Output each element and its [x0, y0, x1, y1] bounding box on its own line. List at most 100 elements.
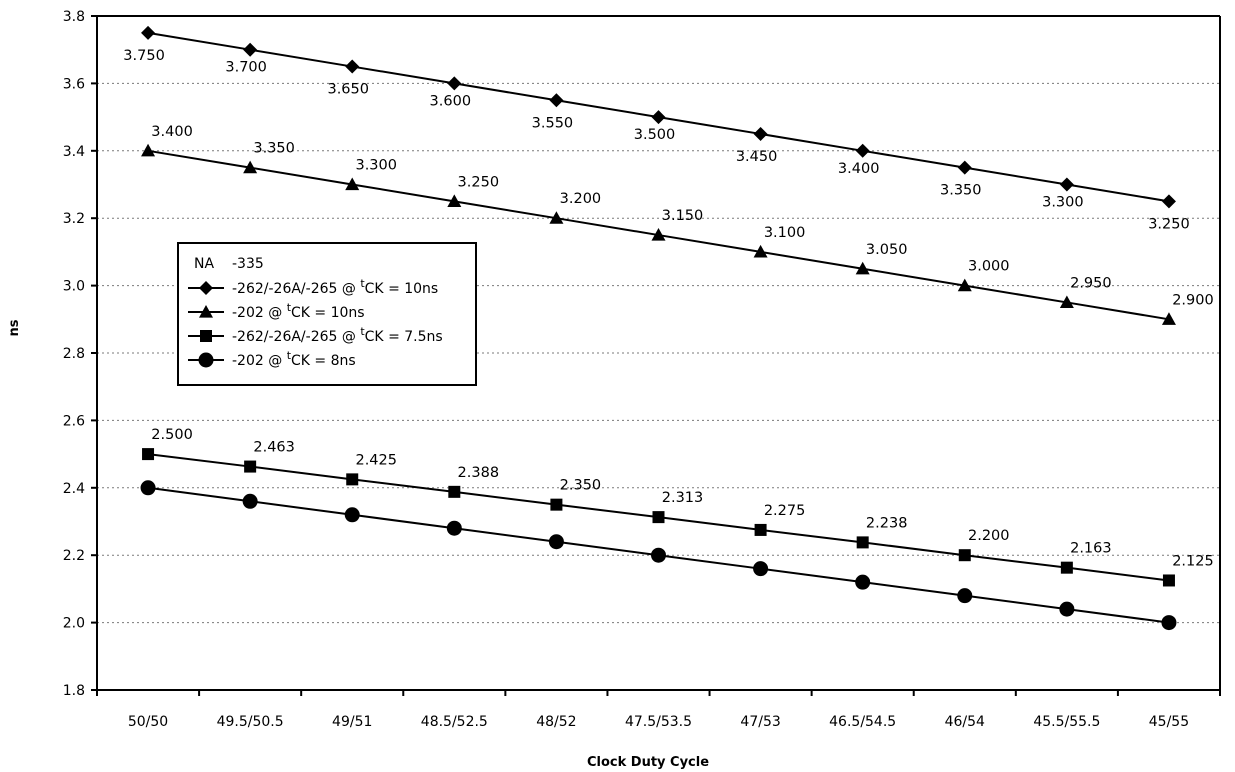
legend-label-prefix: -202 @: [232, 305, 287, 321]
data-label: 3.050: [866, 242, 908, 258]
legend-label-prefix: -202 @: [232, 353, 287, 369]
series-1-point: [141, 25, 156, 40]
series-3-point: [346, 473, 359, 486]
series-2-point: [1059, 295, 1074, 309]
data-label: 2.500: [151, 427, 193, 443]
series-1-point: [549, 93, 564, 108]
series-1-point: [855, 143, 870, 158]
legend-box: [177, 242, 477, 386]
series-3-point: [856, 536, 869, 549]
x-tick-labels: 50/50 49.5/50.5 49/51 48.5/52.5 48/52 47.5/53…: [128, 714, 1189, 730]
axes: [91, 15, 1221, 696]
legend-label-sup: t: [360, 277, 365, 290]
data-label: 3.300: [1042, 195, 1084, 211]
data-label: 2.125: [1172, 553, 1214, 569]
series-2-point: [855, 261, 870, 275]
data-label: 3.400: [151, 124, 193, 140]
data-label: 2.238: [866, 515, 908, 531]
series-3-point: [448, 485, 461, 498]
y-tick-label: 2.2: [63, 548, 85, 564]
data-label: 3.500: [634, 127, 676, 143]
series-1-point: [1161, 194, 1176, 209]
data-label: 3.750: [123, 48, 165, 64]
series-3-point: [1162, 574, 1175, 587]
series-2-point: [651, 228, 666, 241]
data-label: 2.900: [1172, 292, 1214, 308]
x-tick-label: 50/50: [128, 714, 168, 730]
y-tick-label: 1.8: [63, 683, 85, 699]
series-4-point: [548, 534, 564, 550]
y-tick-label: 2.0: [63, 616, 85, 632]
series-1-point: [753, 126, 768, 141]
series-2-point: [447, 194, 462, 207]
data-label: 2.388: [458, 465, 500, 481]
series-1-point: [957, 160, 972, 175]
y-tick-label: 3.8: [63, 9, 85, 25]
legend-items: -262/-26A/-265 @ tCK = 10ns-202 @ tCK = …: [188, 277, 443, 369]
legend-label-suffix: CK = 7.5ns: [365, 329, 443, 345]
x-tick-label: 49/51: [332, 714, 372, 730]
series-2-point: [1161, 312, 1176, 325]
legend-label-suffix: CK = 10ns: [365, 281, 439, 297]
series-3-point: [754, 523, 767, 536]
data-label: 3.400: [838, 161, 880, 177]
legend-label-sup: t: [287, 301, 292, 314]
series-3-point: [1060, 561, 1073, 574]
data-label: 3.300: [355, 158, 397, 174]
legend-label-suffix: CK = 10ns: [291, 305, 365, 321]
series-2-point: [549, 211, 564, 224]
series-3-point: [142, 448, 155, 461]
data-label: 3.350: [940, 183, 982, 199]
series-4-point: [446, 520, 462, 536]
data-label: 2.425: [355, 452, 397, 468]
series-4-point: [344, 507, 360, 523]
y-tick-label: 2.4: [63, 481, 85, 497]
series-4-point: [753, 561, 769, 577]
y-tick-label: 3.4: [63, 144, 85, 160]
y-axis-title: ns: [7, 319, 22, 336]
data-label: 2.200: [968, 528, 1010, 544]
data-label: 3.150: [662, 208, 704, 224]
series-4-point: [140, 480, 156, 496]
y-tick-labels: 1.8 2.0 2.2 2.4 2.6 2.8 3.0 3.2 3.4 3.6 3.8: [63, 9, 85, 699]
x-tick-label: 47/53: [740, 714, 780, 730]
series-4-point: [242, 493, 258, 509]
y-tick-label: 3.6: [63, 76, 85, 92]
legend: NA -335 -262/-26A/-265 @ tCK = 10ns-202 …: [177, 242, 477, 386]
x-tick-label: 47.5/53.5: [625, 714, 692, 730]
data-label: 2.313: [662, 490, 704, 506]
data-label: 3.250: [458, 174, 500, 190]
series-4-point: [1059, 601, 1075, 617]
legend-label: -262/-26A/-265 @ tCK = 10ns: [232, 277, 438, 297]
y-tick-label: 3.2: [63, 211, 85, 227]
data-label: 2.275: [764, 503, 806, 519]
y-tick-label: 2.8: [63, 346, 85, 362]
series-3-point: [244, 460, 257, 473]
data-label: 2.950: [1070, 275, 1112, 291]
legend-label-prefix: -262/-26A/-265 @: [232, 329, 360, 345]
legend-square-icon: [200, 330, 212, 342]
series-2-point: [243, 160, 258, 174]
data-label: 2.163: [1070, 541, 1112, 557]
legend-header-na: NA: [194, 256, 214, 272]
series-1-point: [651, 110, 666, 125]
series-1-point: [1059, 177, 1074, 192]
series-1-point: [243, 42, 258, 57]
data-label: 3.450: [736, 149, 778, 165]
series-3-point: [652, 511, 665, 524]
data-labels: 3.750 3.700 3.650 3.600 3.550 3.500 3.450 3.400…: [123, 48, 1213, 570]
y-tick-label: 2.6: [63, 413, 85, 429]
data-label: 3.700: [225, 60, 267, 76]
x-tick-label: 46.5/54.5: [829, 714, 896, 730]
series-4-point: [957, 588, 973, 604]
data-label: 2.463: [253, 440, 295, 456]
x-tick-label: 49.5/50.5: [217, 714, 284, 730]
x-tick-label: 48.5/52.5: [421, 714, 488, 730]
legend-label-sup: t: [360, 325, 365, 338]
x-tick-label: 46/54: [945, 714, 985, 730]
legend-label: -262/-26A/-265 @ tCK = 7.5ns: [232, 325, 443, 345]
data-label: 3.550: [532, 115, 574, 131]
x-tick-label: 48/52: [536, 714, 576, 730]
legend-diamond-icon: [199, 281, 213, 295]
data-label: 3.100: [764, 225, 806, 241]
